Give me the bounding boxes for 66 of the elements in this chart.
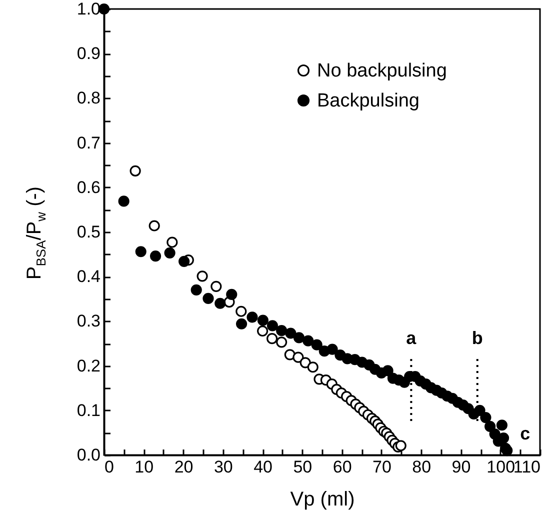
point	[307, 362, 318, 373]
point	[326, 344, 338, 355]
x-tick-label: 20	[174, 458, 194, 476]
point	[226, 288, 238, 300]
point	[130, 165, 141, 176]
point	[196, 270, 208, 282]
point	[266, 320, 278, 332]
y-tick-label: 0.1	[76, 400, 100, 420]
point	[300, 357, 311, 368]
x-tick-label: 40	[254, 458, 273, 476]
point	[302, 335, 314, 346]
point	[395, 440, 406, 452]
point	[382, 365, 394, 376]
point	[276, 325, 288, 336]
point	[135, 246, 146, 258]
legend-label: Backpulsing	[317, 90, 420, 112]
point	[202, 292, 214, 304]
x-tick-label: 100	[486, 458, 516, 476]
point	[266, 333, 278, 344]
point	[246, 312, 258, 323]
x-tick-label: 90	[452, 458, 471, 476]
point	[496, 420, 508, 431]
point	[236, 318, 248, 330]
point	[257, 325, 268, 337]
x-tick-label: 0	[104, 458, 114, 476]
ref-line-label: b	[472, 328, 483, 348]
x-tick-label: 60	[332, 458, 352, 476]
point	[178, 256, 190, 267]
point	[236, 306, 247, 317]
annotation: c	[520, 424, 530, 444]
y-tick-label: 0.4	[76, 267, 100, 286]
y-tick-label: 0.5	[76, 222, 100, 242]
point	[164, 247, 176, 258]
point	[190, 284, 202, 296]
y-tick-label: 0.3	[76, 312, 100, 331]
point	[311, 339, 322, 350]
x-tick-label: 80	[412, 458, 432, 476]
point	[214, 298, 226, 309]
point	[148, 220, 160, 232]
ref-line-label: a	[406, 328, 418, 348]
point	[293, 332, 305, 344]
point	[502, 445, 513, 456]
y-tick-label: 0.8	[76, 88, 100, 108]
x-tick-label: 110	[513, 458, 540, 476]
point	[285, 328, 296, 339]
point	[257, 314, 268, 326]
point	[150, 250, 162, 262]
y-tick-label: 0.9	[76, 44, 100, 64]
point	[292, 352, 304, 363]
x-axis-title: Vp (ml)	[290, 488, 355, 510]
point	[166, 236, 178, 248]
point	[118, 196, 130, 207]
text: 0.0	[76, 446, 100, 464]
point	[210, 280, 222, 292]
point	[276, 336, 288, 348]
y-tick-label: 0.7	[76, 133, 100, 152]
point	[284, 349, 296, 360]
y-tick-label: 0.2	[76, 356, 100, 376]
x-tick-label: 30	[214, 458, 233, 476]
legend-label: No backpulsing	[317, 60, 447, 82]
x-tick-label: 70	[372, 458, 392, 476]
y-tick-label: 0.6	[76, 178, 100, 197]
point	[484, 420, 496, 432]
x-tick-label: 10	[134, 458, 154, 476]
x-tick-label: 50	[293, 458, 312, 476]
point	[480, 412, 492, 424]
